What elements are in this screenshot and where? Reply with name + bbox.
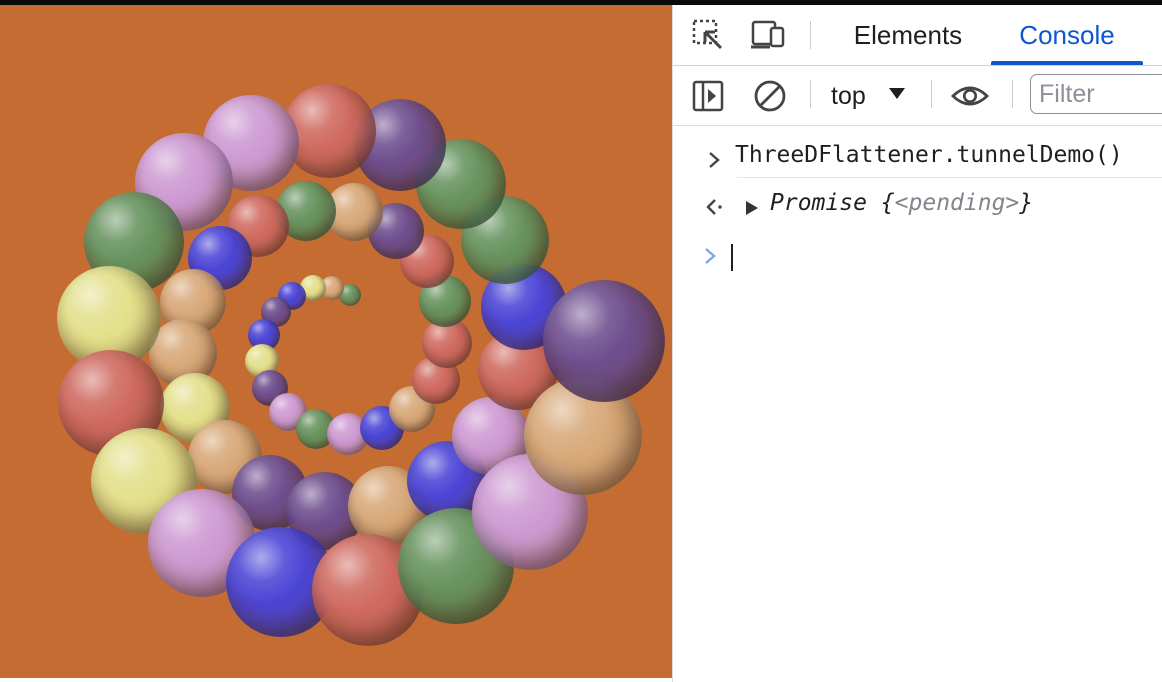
demo-canvas <box>0 5 672 678</box>
devtools-tab-bar: Elements Console <box>673 5 1162 66</box>
expand-triangle-icon[interactable] <box>745 200 759 216</box>
promise-state: <pending> <box>894 190 1020 216</box>
console-prompt[interactable] <box>673 236 1162 276</box>
promise-open-brace: { <box>880 190 895 216</box>
sidebar-toggle-icon[interactable] <box>689 78 727 114</box>
tab-console[interactable]: Console <box>1019 20 1115 50</box>
window-top-border <box>0 0 1162 5</box>
console-result-entry[interactable]: Promise {<pending>} <box>673 186 1162 226</box>
clear-console-icon[interactable] <box>751 78 789 114</box>
toolbar-divider <box>1012 80 1013 108</box>
toolbar-divider <box>810 21 811 49</box>
prompt-chevron-icon <box>705 248 716 264</box>
console-toolbar: top <box>673 66 1162 126</box>
console-input-entry: ThreeDFlattener.tunnelDemo() <box>673 138 1162 178</box>
console-command: ThreeDFlattener.tunnelDemo() <box>735 142 1123 168</box>
tab-elements[interactable]: Elements <box>853 20 963 50</box>
promise-close-brace: } <box>1019 190 1034 216</box>
chevron-down-icon[interactable] <box>889 88 905 99</box>
sphere-purple <box>543 280 665 402</box>
console-output[interactable]: ThreeDFlattener.tunnelDemo() Promise {<p… <box>673 126 1162 682</box>
toolbar-divider <box>931 80 932 108</box>
sphere-green <box>339 284 361 306</box>
entry-divider <box>737 177 1162 178</box>
inspect-element-icon[interactable] <box>689 17 727 53</box>
toolbar-divider <box>810 80 811 108</box>
filter-input[interactable] <box>1030 74 1162 114</box>
context-selector[interactable]: top <box>831 82 866 110</box>
promise-result: Promise {<pending>} <box>770 190 1033 216</box>
text-cursor <box>731 244 733 271</box>
live-expression-icon[interactable] <box>951 78 989 114</box>
input-prompt-icon <box>709 152 720 168</box>
promise-type: Promise <box>770 190 867 216</box>
result-arrow-icon <box>706 199 722 215</box>
devtools-panel: Elements Console top <box>672 5 1162 682</box>
device-toggle-icon[interactable] <box>749 17 787 53</box>
active-tab-indicator <box>991 61 1143 65</box>
